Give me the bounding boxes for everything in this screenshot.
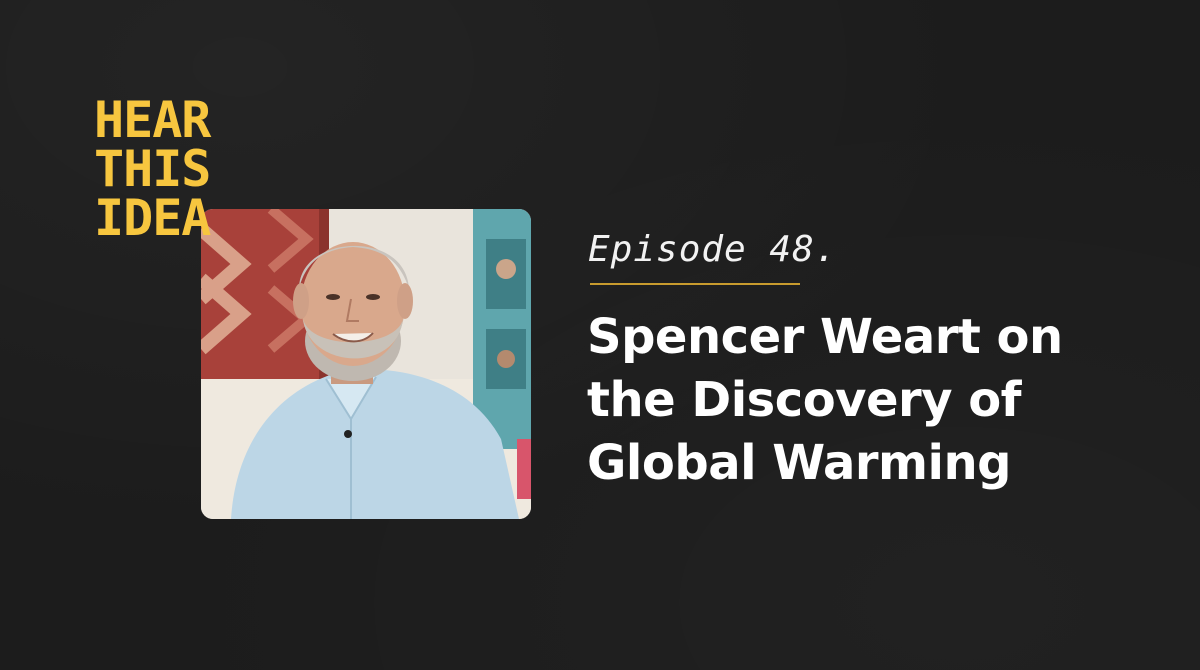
episode-title: Spencer Weart on the Discovery of Global…: [587, 306, 1147, 495]
logo-line-hear: HEAR: [94, 91, 211, 149]
title-line: Spencer Weart on: [587, 309, 1063, 365]
hear-this-idea-logo: HEAR THIS IDEA: [94, 91, 254, 247]
title-line: the Discovery of: [587, 372, 1022, 428]
logo-line-this: THIS: [94, 140, 211, 198]
divider-line: [590, 283, 800, 285]
guest-photo: [201, 209, 531, 519]
title-line: Global Warming: [587, 435, 1012, 491]
logo-line-idea: IDEA: [94, 189, 211, 247]
episode-label: Episode 48.: [588, 229, 838, 270]
